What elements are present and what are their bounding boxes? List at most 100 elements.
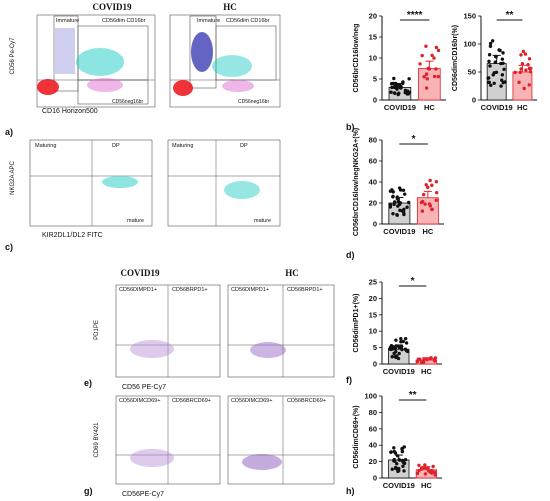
panel-d-point [392,202,396,207]
panel-h-ytick-label: 80 [369,408,377,417]
panel-b-2-point [502,67,506,72]
panel-f-ytick-label: 0 [373,360,377,369]
panel-b-1-ylabel: CD56brCD16low/neg [353,24,360,93]
panel-b-2-point [500,73,505,77]
panel-b-1-point [393,85,397,89]
panel-d-point [388,203,393,207]
panel-h-point [422,465,427,470]
gate-dim-label: CD56dim CD16br [102,18,146,24]
panel-b-letter: b) [346,122,355,132]
panel-d-ytick-label: 80 [369,136,377,145]
panel-b-2-point [494,54,498,59]
panel-d-point [426,185,430,190]
panel-h-point [431,464,435,469]
gate-immature-label-hc: Immature [197,18,220,24]
panel-b-1-point [425,77,429,81]
panel-b-1-point [395,87,399,91]
panel-b-1-point [407,77,411,81]
panel-c-letter: c) [5,242,13,252]
panel-f-point [403,347,408,351]
panel-b-1-point [422,74,426,79]
panel-b-2-point [524,68,528,72]
panel-a-title-covid: COVID19 [92,2,132,12]
panel-d-ytick-label: 20 [369,199,377,208]
panel-d-point [434,179,439,184]
panel-b-2-point [487,80,491,85]
panel-h-point [433,473,437,477]
panel-h-point [400,446,405,451]
panel-b-1-point [424,44,428,48]
panel-a-covid-plot: Immature CD56dim CD16br CD56neg16br [36,14,156,108]
panel-h-point [393,459,397,463]
panel-f-point [399,336,403,341]
panel-h-point [401,464,405,468]
panel-b-1-sig-label: **** [407,10,423,21]
panel-e-title-covid: COVID19 [120,268,160,278]
panel-e-title-hc: HC [285,268,299,278]
panel-g-y-axis-label: CD69 BV421 [94,422,100,458]
panel-f-ytick-label: 5 [373,343,377,352]
panel-f-point [393,355,397,359]
panel-b-2-point [523,52,528,56]
panel-h-point [426,466,430,471]
panel-d-point [398,201,403,205]
panel-d-point [434,190,439,195]
panel-b-1-point [424,86,429,90]
panel-d-point [388,189,393,193]
panel-d-ytick-label: 60 [369,157,377,166]
panel-h-point [403,457,408,462]
panel-d-sig-label: * [412,134,416,145]
panel-b-2-point [493,60,497,64]
cluster-red-hc [173,80,193,96]
panel-a-title-hc: HC [223,2,237,12]
panel-b-1-point [392,76,396,81]
gate-maturing-label: Maturing [35,143,56,149]
panel-b-2-point [520,61,525,66]
panel-h-sig-label: ** [409,390,417,401]
panel-b-1-category-label: HC [424,103,435,112]
panel-e-covid-plot: CD56DIMPD1+ CD56BRPD1+ [115,284,221,378]
panel-c-hc-plot: Maturing DP mature [167,139,281,227]
panel-d-ytick-label: 40 [369,178,377,187]
panel-b-1-point [430,53,434,58]
panel-h-point [393,451,398,455]
panel-b-2-point [499,61,503,66]
panel-b-2-point [486,76,490,80]
panel-h-ytick-label: 100 [364,392,377,401]
panel-f-point [400,347,404,352]
panel-h-point [400,449,405,454]
panel-f-chart: 0 5 10 15 20 25 CD56dimPD1+(%) COVID19 HC * [353,276,442,376]
panel-d-point [423,202,427,206]
panel-f-point [399,340,403,344]
cluster-purple-g [130,449,174,467]
panel-b-2-point [487,59,491,64]
cluster-purple-e-hc [250,342,286,358]
panel-f-ylabel: CD56dimPD1+(%) [353,294,360,353]
panel-b-1-point [418,62,422,66]
panel-h-point [423,472,428,476]
gate-mature-label: mature [127,218,144,224]
panel-b-1-ytick-label: 10 [369,54,377,63]
panel-f-point [389,344,394,348]
panel-h-point [392,446,396,450]
panel-h-ytick-label: 20 [369,457,377,466]
panel-b-2-sig-label: ** [506,10,514,21]
panel-f-point [390,355,394,359]
panel-f-category-label: COVID19 [383,367,415,376]
panel-b-2-point [519,53,523,57]
cluster-purple-e [130,340,174,358]
panel-a-x-axis-label: CD16 Horizon500 [42,108,98,115]
panel-d-point [402,207,406,212]
panel-h-point [402,469,406,473]
panel-b-1-ytick-label: 20 [369,12,377,21]
panel-f-point [405,349,410,354]
panel-b-2-point [519,67,523,71]
panel-b-1-point [434,45,439,50]
panel-b-1-point [432,56,436,60]
panel-e-x-axis-label: CD56 PE-Cy7 [122,384,166,391]
panel-b-1-point [432,74,437,79]
panel-b-1-category-label: COVID19 [384,103,416,112]
gate-maturing-label-hc: Maturing [172,143,193,149]
panel-d-letter: d) [346,250,355,260]
gate-dim-cd69-label: CD56DIMCD69+ [119,398,160,404]
